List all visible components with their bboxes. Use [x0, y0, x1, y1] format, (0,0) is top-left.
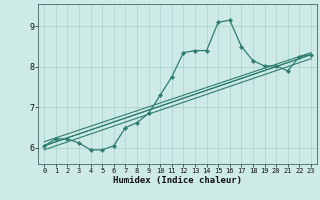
X-axis label: Humidex (Indice chaleur): Humidex (Indice chaleur) — [113, 176, 242, 185]
